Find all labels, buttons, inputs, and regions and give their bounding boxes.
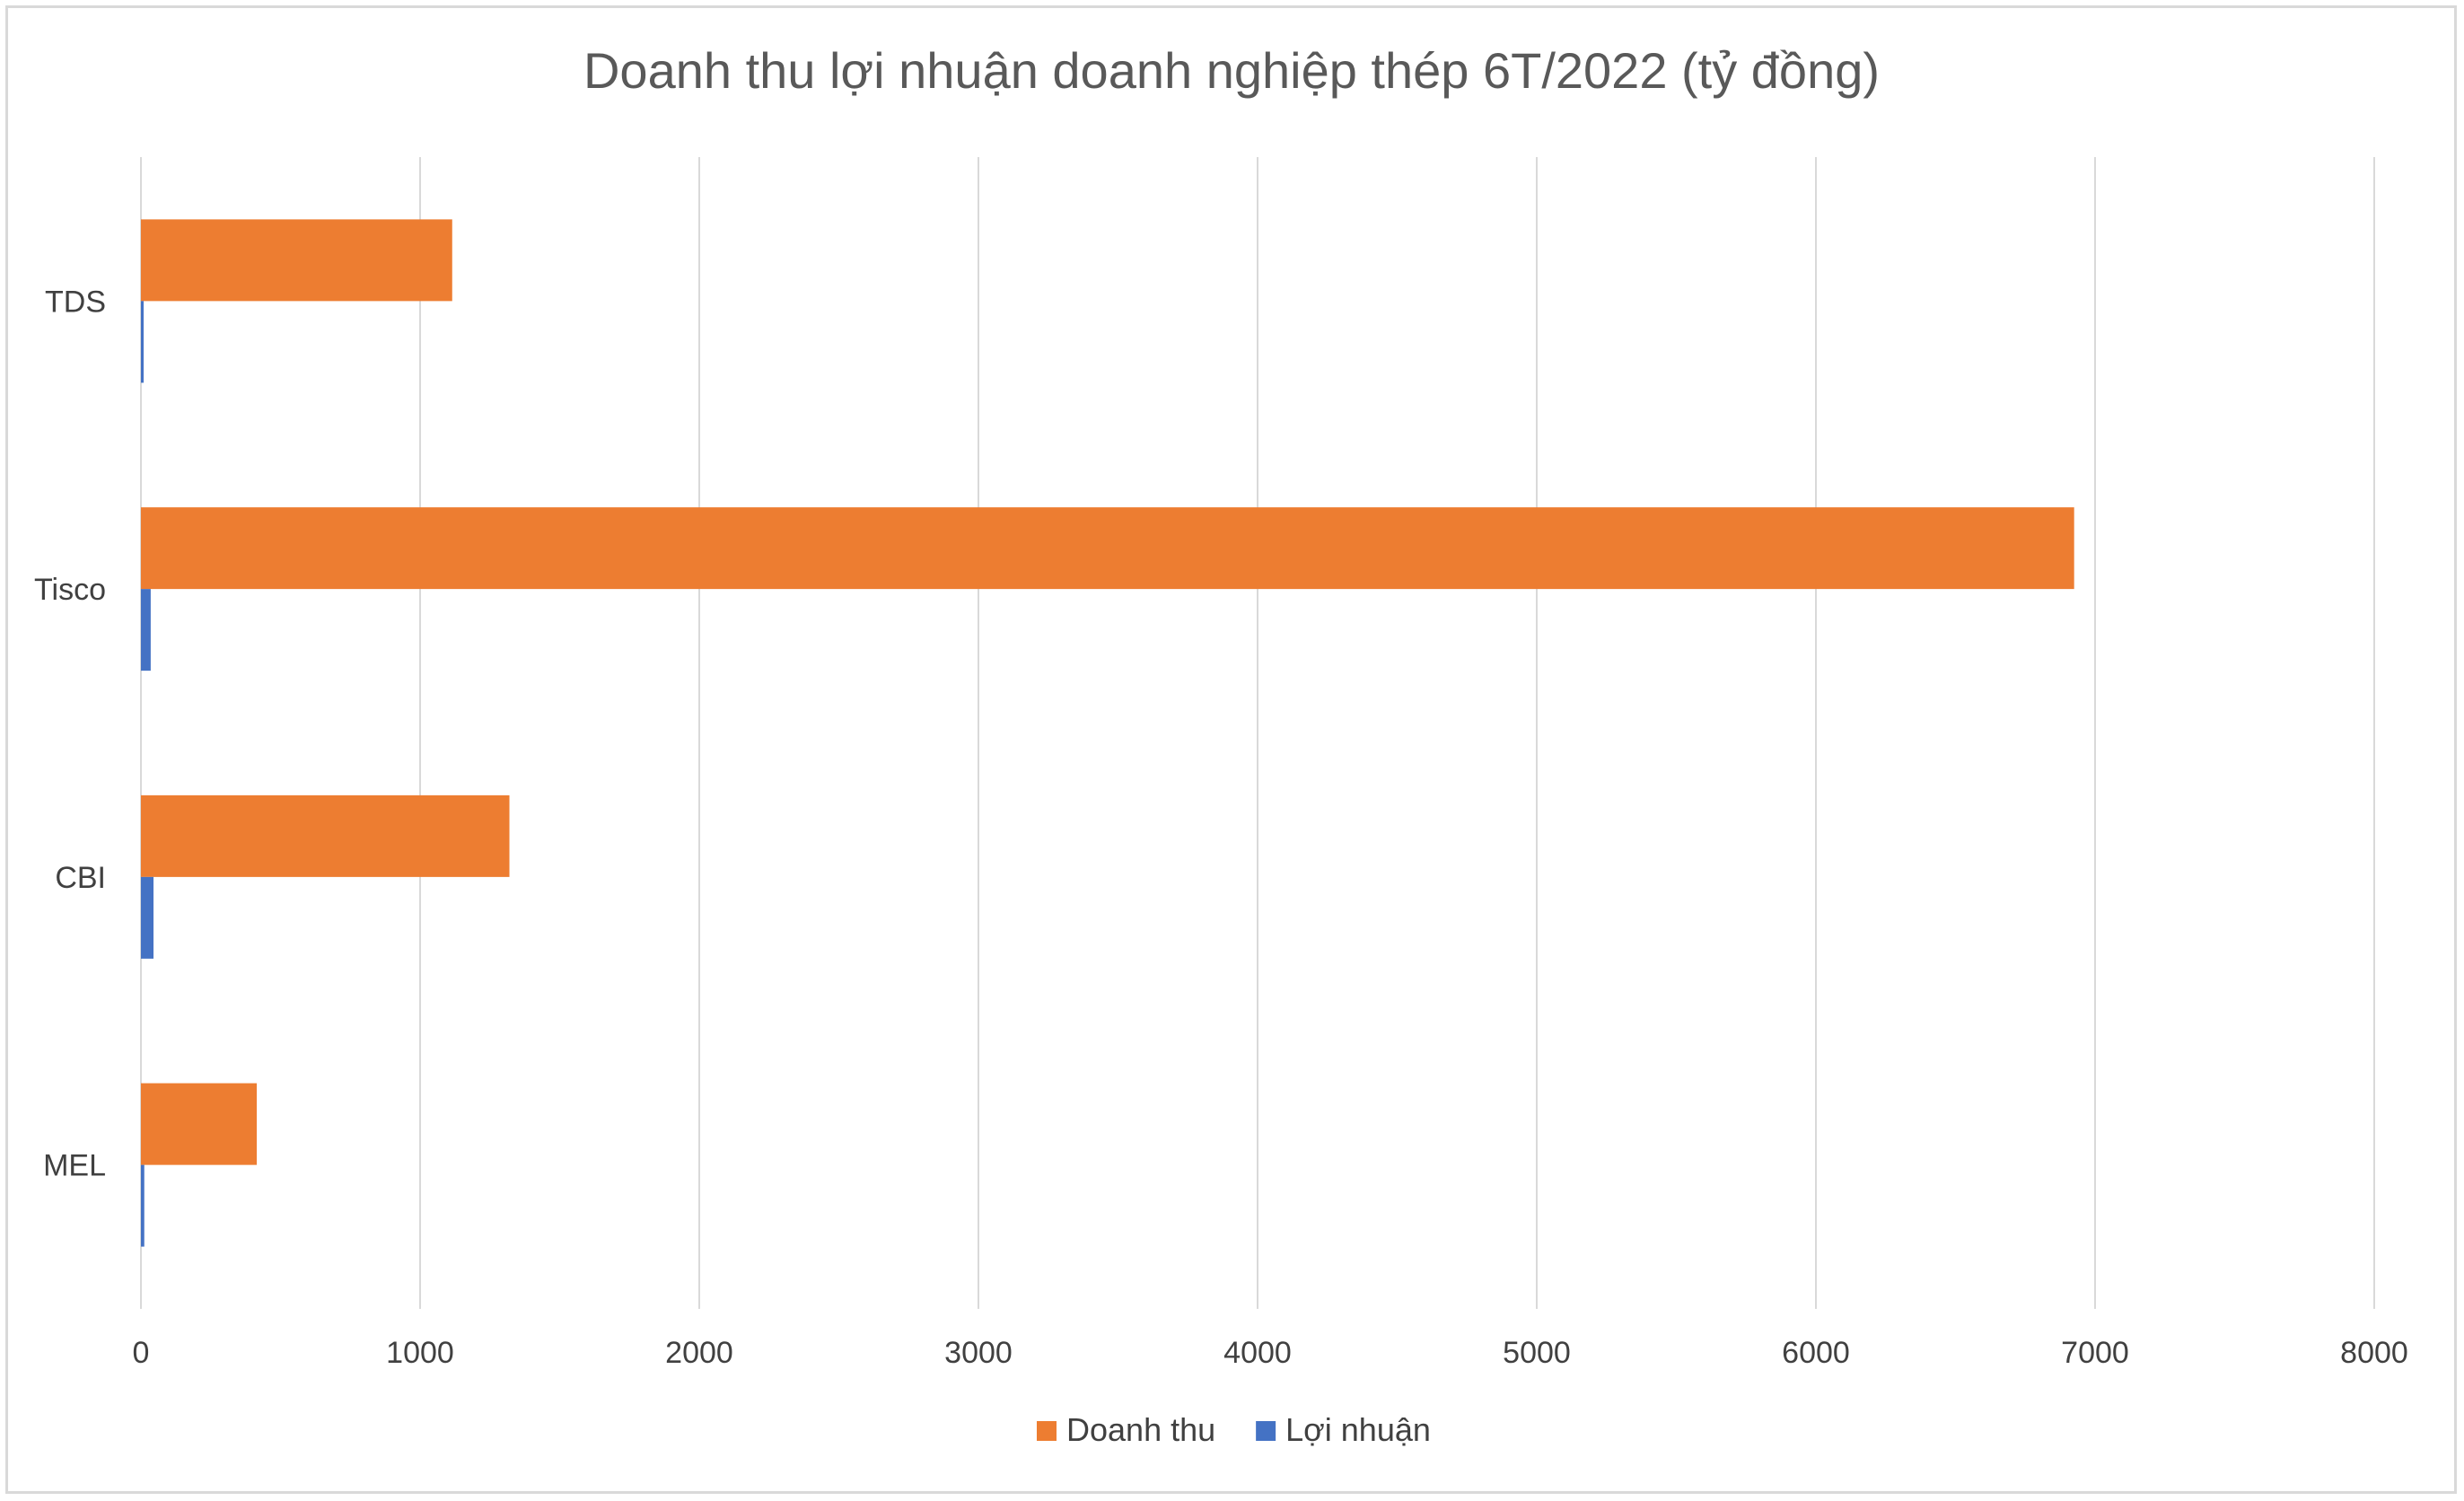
bar-tisco-loi-nhuan <box>141 589 151 672</box>
bar-cbi-doanh-thu <box>141 794 510 877</box>
bar-cbi-loi-nhuan <box>141 876 153 959</box>
x-tick-label: 2000 <box>665 1336 733 1370</box>
bar-tisco-doanh-thu <box>141 507 2074 590</box>
x-tick-label: 5000 <box>1503 1336 1571 1370</box>
legend-label: Doanh thu <box>1066 1411 1215 1448</box>
bar-mel-doanh-thu <box>141 1083 258 1165</box>
legend: Doanh thu Lợi nhuận <box>1037 1411 1431 1448</box>
x-tick-label: 4000 <box>1223 1336 1292 1370</box>
bars <box>141 219 2074 1247</box>
x-tick-label: 6000 <box>1782 1336 1850 1370</box>
category-label: Tisco <box>34 573 106 607</box>
x-tick-label: 0 <box>133 1336 150 1370</box>
category-labels: TDS Tisco CBI MEL <box>34 285 106 1182</box>
bar-tds-doanh-thu <box>141 219 452 302</box>
category-label: TDS <box>45 285 106 319</box>
legend-label: Lợi nhuận <box>1285 1411 1431 1448</box>
x-tick-label: 1000 <box>386 1336 454 1370</box>
gridlines <box>140 157 2375 1309</box>
chart-title: Doanh thu lợi nhuận doanh nghiệp thép 6T… <box>583 42 1880 99</box>
category-label: CBI <box>55 861 106 895</box>
x-tick-label: 7000 <box>2061 1336 2129 1370</box>
legend-swatch <box>1037 1421 1057 1441</box>
bar-tds-loi-nhuan <box>141 301 144 383</box>
category-label: MEL <box>43 1149 106 1183</box>
bar-mel-loi-nhuan <box>141 1164 145 1247</box>
legend-swatch <box>1256 1421 1276 1441</box>
x-tick-label: 3000 <box>944 1336 1013 1370</box>
x-tick-labels: 0 1000 2000 3000 4000 5000 6000 7000 8000 <box>133 1336 2408 1370</box>
x-tick-label: 8000 <box>2340 1336 2408 1370</box>
